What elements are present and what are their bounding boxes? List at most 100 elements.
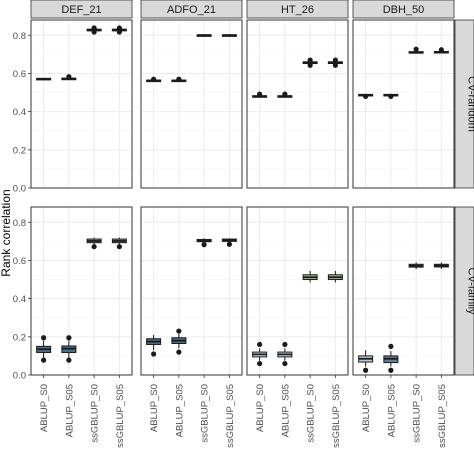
box — [433, 47, 449, 54]
x-tick-label: ssGBLUP_S05 — [331, 384, 342, 448]
outlier-point — [91, 244, 97, 250]
panel-boxes — [252, 57, 343, 98]
box — [146, 76, 162, 83]
x-tick-label: ssGBLUP_S0 — [90, 384, 101, 443]
outlier-point — [91, 25, 97, 31]
panel — [31, 20, 132, 189]
outlier-point — [201, 242, 207, 248]
y-tick-label: 0.0 — [13, 371, 26, 382]
box — [277, 91, 293, 98]
box — [252, 341, 268, 367]
outlier-point — [91, 29, 97, 35]
column-strip — [352, 0, 455, 19]
panel-border — [30, 206, 133, 376]
box — [36, 77, 52, 81]
outlier-point — [66, 335, 72, 341]
outlier-point — [257, 360, 263, 367]
panel-background — [141, 20, 242, 188]
outlier-point — [282, 360, 288, 367]
outlier-point — [151, 351, 157, 357]
panel-border — [30, 19, 133, 189]
y-tick-label: 0.4 — [13, 294, 26, 305]
panel-border — [352, 19, 455, 189]
box — [221, 238, 237, 247]
x-tick-label: ABLUP_S0 — [149, 384, 160, 432]
panel-background — [247, 207, 348, 375]
box — [302, 57, 318, 68]
x-tick-label: ABLUP_S0 — [255, 384, 266, 432]
column-strip — [30, 0, 133, 19]
panel-border — [246, 206, 349, 376]
outlier-point — [151, 76, 157, 82]
panel — [141, 20, 242, 189]
panel-boxes — [36, 25, 127, 81]
y-tick-label: 0.6 — [13, 256, 26, 267]
panel-background — [247, 20, 348, 188]
outlier-point — [282, 91, 288, 97]
box — [252, 91, 268, 98]
panel — [247, 207, 348, 376]
y-axis-title: Rank correlation — [0, 189, 13, 276]
column-strip-label: DBH_50 — [383, 4, 425, 16]
column-strip-label: DEF_21 — [61, 4, 101, 16]
panel-background — [31, 20, 132, 188]
box — [277, 341, 293, 367]
x-tick-label: ABLUP_S0 — [39, 384, 50, 432]
outlier-point — [332, 62, 338, 68]
panel-background — [141, 207, 242, 375]
outlier-point — [257, 341, 263, 348]
y-tick-label: 0.2 — [13, 332, 26, 343]
outlier-point — [116, 29, 122, 35]
outlier-point — [363, 367, 369, 373]
panel-background — [353, 20, 454, 188]
panel-boxes — [358, 262, 449, 373]
panel-border — [140, 19, 243, 189]
panel-boxes — [358, 46, 449, 99]
box — [408, 262, 424, 270]
box — [433, 262, 449, 270]
box — [196, 238, 212, 248]
box — [327, 270, 343, 283]
panel — [353, 20, 454, 189]
box — [383, 343, 399, 373]
panels-layer: DEF_21 ADFO_21 HT_26 DBH_50 CV-random CV-fami… — [13, 0, 474, 448]
box — [86, 25, 102, 35]
outlier-point — [388, 367, 394, 373]
column-strip — [140, 0, 243, 19]
outlier-point — [307, 57, 313, 63]
outlier-point — [388, 93, 394, 99]
x-tick-label: ssGBLUP_S0 — [412, 384, 423, 443]
box — [358, 350, 374, 373]
outlier-point — [41, 335, 47, 341]
box — [358, 93, 374, 99]
y-tick-label: 0.0 — [13, 184, 26, 195]
box — [327, 57, 343, 68]
outlier-point — [116, 244, 122, 250]
x-tick-label: ssGBLUP_S05 — [115, 384, 126, 448]
y-tick-label: 0.6 — [13, 69, 26, 80]
x-tick-label: ABLUP_S05 — [174, 384, 185, 437]
column-strip-label: HT_26 — [281, 4, 314, 16]
x-tick-label: ABLUP_S0 — [361, 384, 372, 432]
box — [111, 237, 127, 250]
box — [61, 74, 77, 81]
panel-border — [246, 19, 349, 189]
box — [111, 25, 127, 35]
x-tick-label: ssGBLUP_S05 — [225, 384, 236, 448]
box — [196, 34, 212, 37]
panel — [247, 20, 348, 189]
outlier-point — [41, 357, 47, 363]
panel — [353, 207, 454, 376]
panel-background — [353, 207, 454, 375]
row-strip-label: CV-random — [466, 76, 474, 132]
outlier-point — [282, 341, 288, 348]
outlier-point — [332, 57, 338, 63]
outlier-point — [176, 328, 182, 334]
row-strip — [454, 206, 474, 376]
panel-boxes — [146, 34, 237, 83]
outlier-point — [66, 357, 72, 363]
outlier-point — [66, 74, 72, 80]
panel-boxes — [252, 270, 343, 367]
x-tick-label: ssGBLUP_S05 — [437, 384, 448, 448]
